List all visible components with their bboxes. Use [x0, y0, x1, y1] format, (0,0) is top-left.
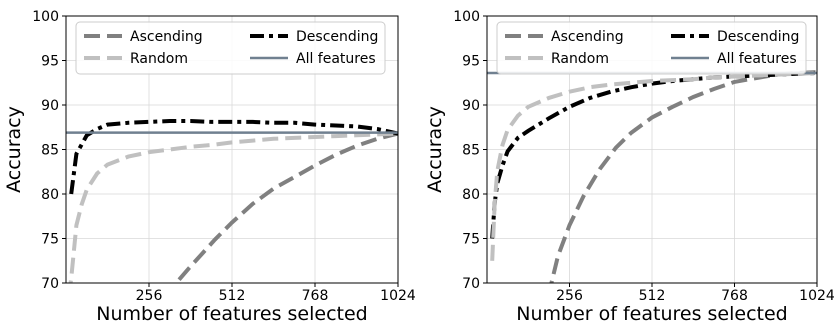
y-tick-label: 90	[462, 98, 480, 114]
x-tick-label: 512	[219, 288, 246, 304]
y-tick-label: 95	[462, 54, 480, 70]
y-tick-label: 80	[462, 187, 480, 203]
x-axis-title: Number of features selected	[516, 303, 787, 323]
x-tick-label: 256	[556, 288, 583, 304]
x-tick-label: 1024	[380, 288, 416, 304]
y-tick-label: 90	[41, 98, 59, 114]
series-line-random	[490, 71, 817, 261]
chart-panel-2: 70 75 80 85 90 95 100 256 512 768 1024 Number of fe…	[424, 9, 835, 325]
y-tick-label: 100	[453, 9, 480, 25]
legend-label: All features	[717, 51, 797, 67]
y-tick-label: 70	[462, 276, 480, 292]
y-tick-label: 95	[41, 54, 59, 70]
legend-box	[496, 21, 807, 75]
y-tick-label: 75	[41, 232, 59, 248]
series-line-ascending	[173, 131, 398, 283]
x-axis-title: Number of features selected	[96, 303, 367, 323]
y-tick-label: 85	[41, 143, 59, 159]
y-axis-title: Accuracy	[3, 106, 25, 193]
legend-label: Random	[130, 51, 188, 67]
legend-label: Random	[551, 51, 609, 67]
legend-label: Ascending	[130, 29, 203, 45]
x-tick-label: 768	[302, 288, 329, 304]
series-line-random	[68, 131, 398, 283]
legend-label: Descending	[717, 29, 799, 45]
y-tick-label: 75	[462, 232, 480, 248]
legend: Ascending Descending Random All features	[75, 21, 386, 75]
y-tick-label: 100	[32, 9, 59, 25]
y-tick-label: 70	[41, 276, 59, 292]
series-group	[66, 119, 398, 283]
y-tick-label: 80	[41, 187, 59, 203]
legend: Ascending Descending Random All features	[496, 21, 807, 75]
series-line-descending	[490, 71, 817, 239]
x-tick-label: 512	[639, 288, 666, 304]
legend-label: All features	[296, 51, 376, 67]
x-tick-label: 256	[136, 288, 163, 304]
legend-label: Ascending	[551, 29, 624, 45]
chart-panel-1: 70 75 80 85 90 95 100 256 512 768 1024 Number of fe…	[3, 9, 416, 325]
legend-label: Descending	[296, 29, 378, 45]
series-line-descending	[69, 119, 398, 195]
y-tick-label: 85	[462, 143, 480, 159]
series-line-ascending	[549, 70, 817, 283]
legend-box	[75, 21, 386, 75]
y-axis-title: Accuracy	[424, 106, 446, 193]
x-tick-label: 1024	[799, 288, 835, 304]
x-tick-label: 768	[721, 288, 748, 304]
